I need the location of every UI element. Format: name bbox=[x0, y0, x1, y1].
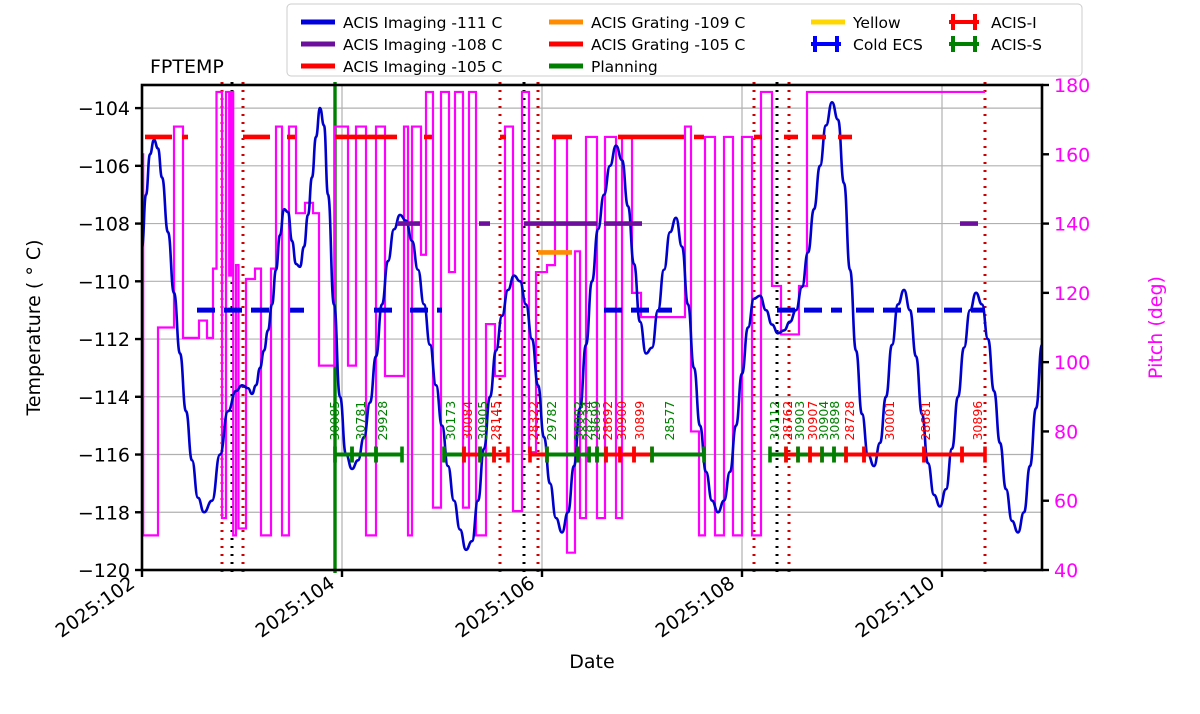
legend-entry[interactable]: Yellow bbox=[811, 14, 901, 32]
legend-label: ACIS Imaging -111 C bbox=[343, 14, 502, 32]
obsid-label: 29928 bbox=[375, 401, 390, 441]
legend-entry[interactable]: ACIS Imaging -111 C bbox=[301, 14, 502, 32]
legend-label: ACIS-S bbox=[991, 36, 1042, 54]
y-tick-label-left: −120 bbox=[78, 560, 130, 582]
legend-entry[interactable]: Planning bbox=[549, 58, 658, 76]
obsid-label: 28145 bbox=[488, 401, 503, 441]
legend-label: Planning bbox=[591, 58, 658, 76]
y-tick-label-left: −108 bbox=[78, 214, 130, 236]
obsid-label: 30112 bbox=[767, 401, 782, 441]
y-tick-label-right: 120 bbox=[1054, 283, 1090, 305]
y-axis-title-right: Pitch (deg) bbox=[1145, 276, 1167, 379]
obsid-label: 30899 bbox=[632, 401, 647, 441]
y-tick-label-left: −110 bbox=[78, 271, 130, 293]
y-tick-label-right: 180 bbox=[1054, 75, 1090, 97]
x-axis-title: Date bbox=[569, 651, 614, 673]
legend-entry[interactable]: ACIS-I bbox=[949, 14, 1037, 32]
legend-label: ACIS Imaging -105 C bbox=[343, 58, 502, 76]
y-axis-title-left: Temperature ( ° C) bbox=[23, 239, 45, 416]
y-tick-label-left: −114 bbox=[78, 387, 130, 409]
pitch-series-line bbox=[142, 90, 985, 554]
obsid-label: 28681 bbox=[918, 401, 933, 441]
y-tick-label-right: 100 bbox=[1054, 352, 1090, 374]
y-tick-label-right: 60 bbox=[1054, 491, 1078, 513]
obsid-label: 30084 bbox=[460, 401, 475, 441]
obsid-label: 30173 bbox=[443, 401, 458, 441]
plot-title: FPTEMP bbox=[150, 56, 224, 78]
obsid-label: 28692 bbox=[600, 401, 615, 441]
plot-frame bbox=[140, 83, 1044, 572]
legend-entry[interactable]: ACIS Grating -109 C bbox=[549, 14, 745, 32]
obsid-label: 30896 bbox=[970, 401, 985, 441]
obsid-label: 30900 bbox=[614, 401, 629, 441]
y-axis-left: −104 −106 −108 −110 −112 −114 −116 −118 −120 bbox=[78, 98, 142, 582]
y-tick-label-left: −104 bbox=[78, 98, 130, 120]
obsid-label: 30907 bbox=[805, 401, 820, 441]
obsid-label: 30002 bbox=[571, 401, 586, 441]
obsid-label: 28322 bbox=[526, 401, 541, 441]
obsid-label: 28699 bbox=[588, 401, 603, 441]
obsid-band bbox=[333, 446, 987, 463]
y-tick-label-right: 40 bbox=[1054, 560, 1078, 582]
legend-label: ACIS-I bbox=[991, 14, 1037, 32]
legend-box bbox=[286, 3, 1083, 77]
legend-label: Cold ECS bbox=[853, 36, 923, 54]
legend-entry[interactable]: ACIS Grating -105 C bbox=[549, 36, 745, 54]
obsid-label: 29782 bbox=[544, 401, 559, 441]
obsid-label: 30903 bbox=[792, 401, 807, 441]
obsid-label: 30085 bbox=[327, 401, 342, 441]
y-tick-label-left: −112 bbox=[78, 329, 130, 351]
obsid-label: 30001 bbox=[882, 401, 897, 441]
y-axis-right: 40 60 80 100 120 140 160 180 bbox=[1042, 75, 1090, 582]
obsid-label: 30905 bbox=[475, 401, 490, 441]
legend-entry[interactable]: ACIS-S bbox=[949, 36, 1042, 54]
y-tick-label-right: 140 bbox=[1054, 214, 1090, 236]
y-tick-label-left: −106 bbox=[78, 156, 130, 178]
legend-entry[interactable]: ACIS Imaging -108 C bbox=[301, 36, 502, 54]
obsid-label: 28577 bbox=[662, 401, 677, 441]
obsid-label: 30904 bbox=[816, 401, 831, 441]
limit-segments bbox=[145, 134, 985, 313]
legend-entry[interactable]: Cold ECS bbox=[811, 36, 923, 54]
legend-label: Yellow bbox=[852, 14, 901, 32]
legend-label: ACIS Grating -109 C bbox=[591, 14, 745, 32]
obsid-label: 30781 bbox=[353, 401, 368, 441]
y-tick-label-left: −118 bbox=[78, 502, 130, 524]
y-tick-label-right: 160 bbox=[1054, 144, 1090, 166]
temperature-series-line bbox=[142, 101, 1042, 552]
legend-entry[interactable]: ACIS Imaging -105 C bbox=[301, 58, 502, 76]
obsid-label: 28234 bbox=[580, 401, 595, 441]
obsid-label: 28762 bbox=[780, 401, 795, 441]
y-tick-label-right: 80 bbox=[1054, 421, 1078, 443]
obsid-label: 28728 bbox=[842, 401, 857, 441]
legend-label: ACIS Grating -105 C bbox=[591, 36, 745, 54]
legend-label: ACIS Imaging -108 C bbox=[343, 36, 502, 54]
y-tick-label-left: −116 bbox=[78, 445, 130, 467]
obsid-label: 30898 bbox=[827, 401, 842, 441]
